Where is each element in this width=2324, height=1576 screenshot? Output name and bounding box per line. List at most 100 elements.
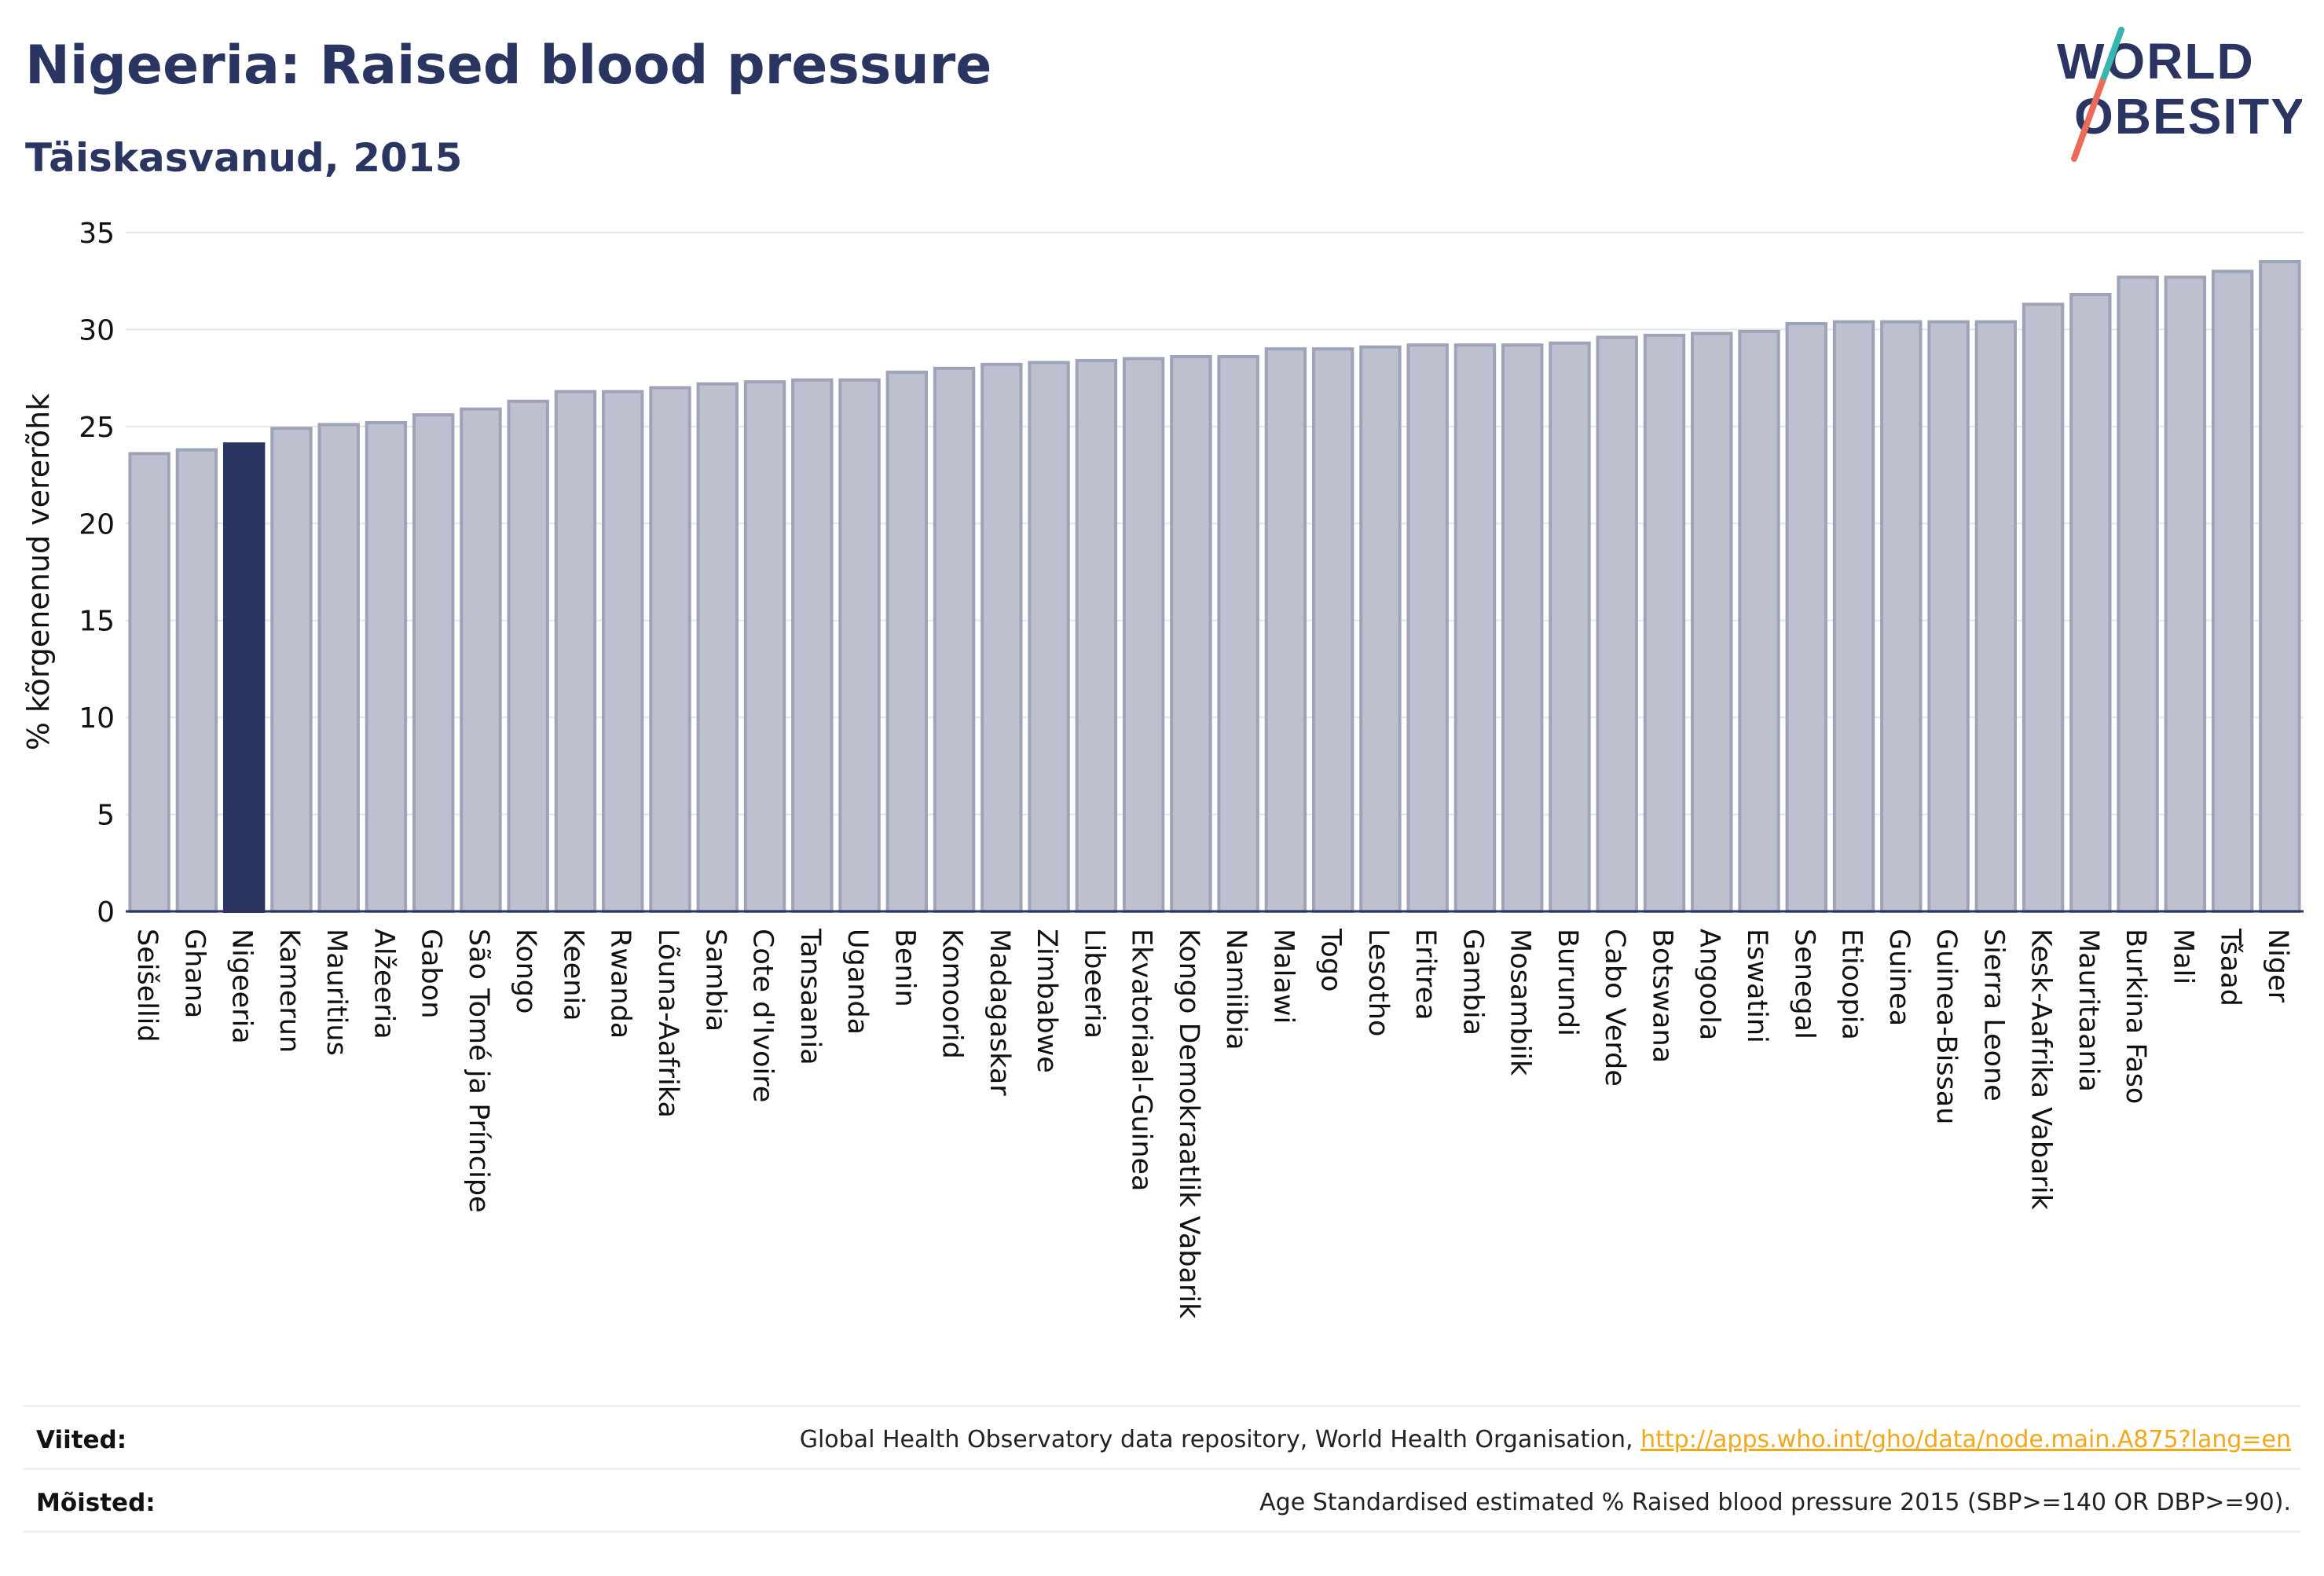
y-tick-label: 25 <box>79 412 115 444</box>
x-tick-label: São Tomé ja Príncipe <box>463 929 494 1213</box>
bar <box>1311 347 1354 914</box>
bar <box>412 413 455 913</box>
x-tick-label: Sierra Leone <box>1978 929 2009 1101</box>
x-tick-label: Malawi <box>1267 929 1299 1024</box>
bar <box>1643 333 1686 913</box>
sources-citation: Global Health Observatory data repositor… <box>799 1426 1633 1453</box>
y-tick-label: 0 <box>97 896 115 929</box>
bar <box>1927 320 1970 914</box>
x-tick-label: Eritrea <box>1409 929 1441 1021</box>
x-tick-label: Mosambiik <box>1505 929 1536 1076</box>
x-tick-label: Kongo <box>510 929 541 1013</box>
x-tick-label: Mali <box>2167 929 2198 984</box>
y-tick-label: 5 <box>97 800 115 832</box>
bar <box>317 423 360 913</box>
bar <box>1264 347 1307 914</box>
bar <box>838 378 881 913</box>
bar <box>602 390 644 913</box>
bar <box>1832 320 1875 914</box>
bar <box>1359 345 1402 914</box>
x-tick-label: Kongo Demokraatlik Vabarik <box>1173 929 1204 1319</box>
x-tick-label: Lesotho <box>1362 929 1394 1036</box>
definitions-text: Age Standardised estimated % Raised bloo… <box>1259 1489 2291 1516</box>
sources-text: Global Health Observatory data repositor… <box>800 1426 2291 1453</box>
y-axis-label: % kõrgenenud vererõhk <box>21 394 56 751</box>
bar <box>222 442 266 913</box>
bar <box>1596 335 1638 913</box>
footer-divider-top <box>24 1405 2300 1407</box>
bar-chart: 0 5 10 15 20 25 30 35 Seišellid Ghana Nigeeria Kam… <box>21 218 2304 1319</box>
bar <box>128 452 170 913</box>
x-tick-label: Ekvatoriaal-Guinea <box>1126 929 1157 1192</box>
bar <box>1170 354 1212 913</box>
x-tick-label: Botswana <box>1646 929 1677 1063</box>
x-tick-label: Ghana <box>178 929 210 1018</box>
x-tick-label: Gambia <box>1457 929 1488 1035</box>
chart-title: Nigeeria: Raised blood pressure <box>25 35 992 97</box>
bar <box>554 390 597 913</box>
y-tick-label: 35 <box>79 218 115 250</box>
footer-divider-middle <box>24 1468 2300 1470</box>
bar <box>2259 260 2301 913</box>
sources-label: Viited: <box>36 1426 127 1454</box>
logo-line2: OBESITY <box>2074 88 2302 145</box>
x-tick-label: Madagaskar <box>984 929 1015 1096</box>
footer-divider-bottom <box>24 1530 2300 1533</box>
x-tick-labels: Seišellid Ghana Nigeeria Kamerun Mauritius Al… <box>131 928 2293 1319</box>
x-tick-label: Senegal <box>1788 929 1820 1039</box>
x-tick-label: Eswatini <box>1741 929 1772 1043</box>
x-tick-label: Benin <box>889 929 920 1007</box>
x-tick-label: Cabo Verde <box>1599 929 1630 1087</box>
bar <box>1974 320 2018 914</box>
x-tick-label: Gabon <box>416 929 447 1018</box>
bar <box>1075 358 1118 913</box>
y-tick-label: 20 <box>79 508 115 541</box>
x-tick-label: Seišellid <box>131 929 163 1043</box>
bar <box>1406 343 1449 914</box>
y-tick-label: 15 <box>79 606 115 638</box>
bar <box>1028 361 1070 913</box>
x-tick-label: Angoola <box>1694 929 1725 1040</box>
bar <box>1785 322 1827 914</box>
bar <box>175 448 218 913</box>
x-tick-label: Kamerun <box>273 929 305 1053</box>
x-tick-label: Burkina Faso <box>2120 929 2151 1104</box>
bar <box>1122 357 1165 913</box>
y-tick-labels: 0 5 10 15 20 25 30 35 <box>79 218 115 929</box>
bar <box>933 366 976 913</box>
bar <box>1691 332 1733 913</box>
chart-subtitle: Täiskasvanud, 2015 <box>25 135 463 181</box>
bar <box>1501 343 1544 914</box>
y-tick-label: 30 <box>79 314 115 346</box>
x-tick-label: Mauritius <box>321 929 352 1056</box>
y-tick-label: 10 <box>79 702 115 735</box>
x-tick-label: Libeeria <box>1078 929 1109 1039</box>
x-tick-label: Lõuna-Aafrika <box>652 929 684 1118</box>
logo-line1: WORLD <box>2057 33 2255 90</box>
x-tick-label: Komoorid <box>937 929 968 1059</box>
bar <box>1453 343 1497 914</box>
bar <box>2069 292 2112 914</box>
x-tick-label: Tšaad <box>2215 928 2246 1006</box>
x-tick-label: Niger <box>2262 929 2293 1003</box>
x-tick-label: Zimbabwe <box>1031 929 1062 1073</box>
bar <box>649 386 691 913</box>
x-tick-label: Etioopia <box>1836 929 1868 1040</box>
x-tick-label: Rwanda <box>605 929 636 1039</box>
x-tick-label: Guinea <box>1883 929 1915 1026</box>
slash-mark-accent-icon <box>2101 27 2124 80</box>
x-tick-label: Alžeeria <box>368 929 399 1039</box>
x-tick-label: Togo <box>1315 928 1347 991</box>
bar <box>885 370 929 914</box>
definitions-label: Mõisted: <box>36 1489 156 1517</box>
bar <box>2117 275 2159 913</box>
bar <box>1217 354 1259 913</box>
bar <box>1738 329 1780 913</box>
bar <box>365 420 408 913</box>
bar <box>270 427 313 913</box>
sources-link[interactable]: http://apps.who.int/gho/data/node.main.A… <box>1640 1426 2291 1453</box>
bar <box>460 407 502 913</box>
x-tick-label: Nigeeria <box>226 929 258 1044</box>
bar <box>743 380 786 913</box>
x-tick-label: Sambia <box>699 929 731 1032</box>
